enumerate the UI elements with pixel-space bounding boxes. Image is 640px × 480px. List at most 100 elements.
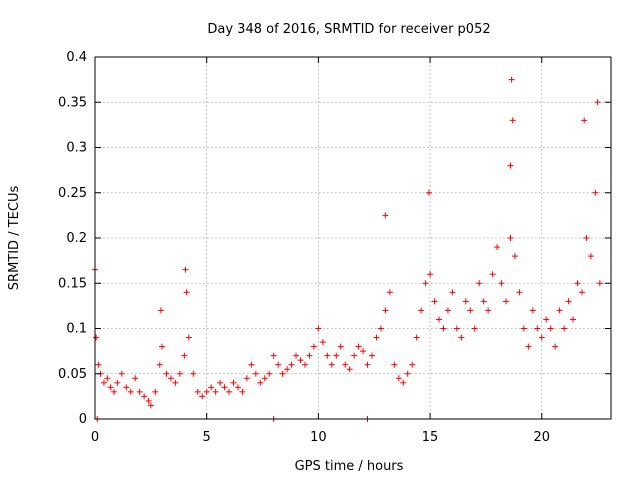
data-point bbox=[243, 375, 250, 382]
y-tick-label: 0.1 bbox=[66, 322, 87, 337]
data-point bbox=[543, 316, 550, 323]
data-point bbox=[507, 162, 514, 169]
data-point bbox=[373, 334, 380, 341]
data-point bbox=[181, 352, 188, 359]
data-point bbox=[444, 307, 451, 314]
data-point bbox=[156, 361, 163, 368]
y-tick-label: 0.15 bbox=[58, 276, 87, 291]
data-point bbox=[422, 280, 429, 287]
data-point bbox=[418, 307, 425, 314]
data-point bbox=[489, 271, 496, 278]
data-point bbox=[114, 379, 121, 386]
data-point bbox=[279, 370, 286, 377]
data-point bbox=[167, 375, 174, 382]
data-point bbox=[310, 343, 317, 350]
data-point bbox=[382, 307, 389, 314]
data-point bbox=[351, 352, 358, 359]
x-tick-label: 20 bbox=[533, 430, 550, 445]
y-tick-label: 0.2 bbox=[66, 231, 87, 246]
data-point bbox=[511, 253, 518, 260]
y-tick-label: 0.35 bbox=[58, 95, 87, 110]
x-tick-labels: 0 5 10 15 20 bbox=[91, 430, 550, 445]
data-point bbox=[172, 379, 179, 386]
x-tick-label: 0 bbox=[91, 430, 99, 445]
y-tick-label: 0.4 bbox=[66, 50, 87, 65]
data-point bbox=[284, 366, 291, 373]
data-point bbox=[507, 235, 514, 241]
data-point bbox=[538, 334, 545, 341]
data-point bbox=[594, 99, 601, 106]
data-point bbox=[217, 379, 224, 386]
data-point bbox=[476, 280, 483, 287]
data-point bbox=[377, 325, 384, 332]
data-point bbox=[425, 189, 432, 196]
data-point bbox=[561, 325, 568, 332]
data-point bbox=[458, 334, 465, 341]
y-tick-label: 0 bbox=[79, 412, 87, 427]
data-point bbox=[100, 379, 107, 386]
data-point bbox=[436, 316, 442, 323]
data-point bbox=[266, 370, 273, 377]
data-point bbox=[324, 352, 331, 359]
data-point bbox=[498, 280, 505, 287]
data-point bbox=[508, 76, 515, 83]
data-point bbox=[525, 343, 532, 350]
data-point bbox=[147, 402, 154, 409]
data-point bbox=[110, 388, 117, 395]
data-point bbox=[275, 361, 282, 368]
data-point bbox=[293, 352, 300, 359]
data-point bbox=[107, 384, 114, 391]
data-point bbox=[440, 325, 447, 332]
data-point bbox=[270, 352, 277, 359]
data-point bbox=[288, 361, 295, 368]
data-point bbox=[413, 334, 420, 341]
x-axis-label: GPS time / hours bbox=[295, 459, 404, 474]
data-point bbox=[261, 375, 268, 382]
data-point bbox=[520, 325, 527, 332]
data-point bbox=[494, 244, 501, 251]
data-point bbox=[395, 375, 402, 382]
data-point bbox=[587, 253, 594, 260]
data-point bbox=[596, 280, 603, 287]
data-point bbox=[364, 361, 371, 368]
tick-marks bbox=[94, 56, 611, 420]
data-point bbox=[529, 307, 536, 314]
data-point bbox=[355, 343, 362, 350]
data-point bbox=[221, 384, 228, 391]
data-point bbox=[552, 343, 559, 350]
data-point bbox=[104, 375, 111, 382]
data-point bbox=[226, 388, 233, 395]
data-point bbox=[342, 361, 349, 368]
data-point bbox=[183, 289, 190, 296]
data-point bbox=[583, 235, 590, 241]
data-point bbox=[449, 289, 456, 296]
x-tick-label: 5 bbox=[203, 430, 211, 445]
data-point bbox=[157, 307, 164, 314]
grid-lines bbox=[95, 57, 611, 419]
y-tick-label: 0.05 bbox=[58, 367, 87, 382]
data-point bbox=[382, 212, 389, 219]
y-tick-labels: 0 0.05 0.1 0.15 0.2 0.25 0.3 0.35 0.4 bbox=[58, 50, 87, 427]
data-point bbox=[212, 388, 219, 395]
data-point bbox=[145, 397, 152, 404]
data-point bbox=[427, 271, 434, 278]
data-point bbox=[315, 325, 322, 332]
data-point bbox=[176, 370, 183, 377]
data-points bbox=[92, 76, 603, 422]
data-point bbox=[360, 348, 367, 355]
x-tick-label: 15 bbox=[422, 430, 439, 445]
data-point bbox=[391, 361, 398, 368]
data-point bbox=[581, 117, 588, 124]
data-point bbox=[252, 370, 259, 377]
data-point bbox=[578, 289, 585, 296]
data-point bbox=[190, 370, 197, 377]
y-tick-label: 0.25 bbox=[58, 186, 87, 201]
data-point bbox=[570, 316, 577, 323]
data-point bbox=[257, 379, 264, 386]
data-point bbox=[208, 384, 215, 391]
data-point bbox=[203, 388, 210, 395]
data-point bbox=[471, 325, 478, 332]
data-point bbox=[132, 375, 139, 382]
data-point bbox=[431, 298, 438, 305]
data-point bbox=[95, 361, 102, 368]
